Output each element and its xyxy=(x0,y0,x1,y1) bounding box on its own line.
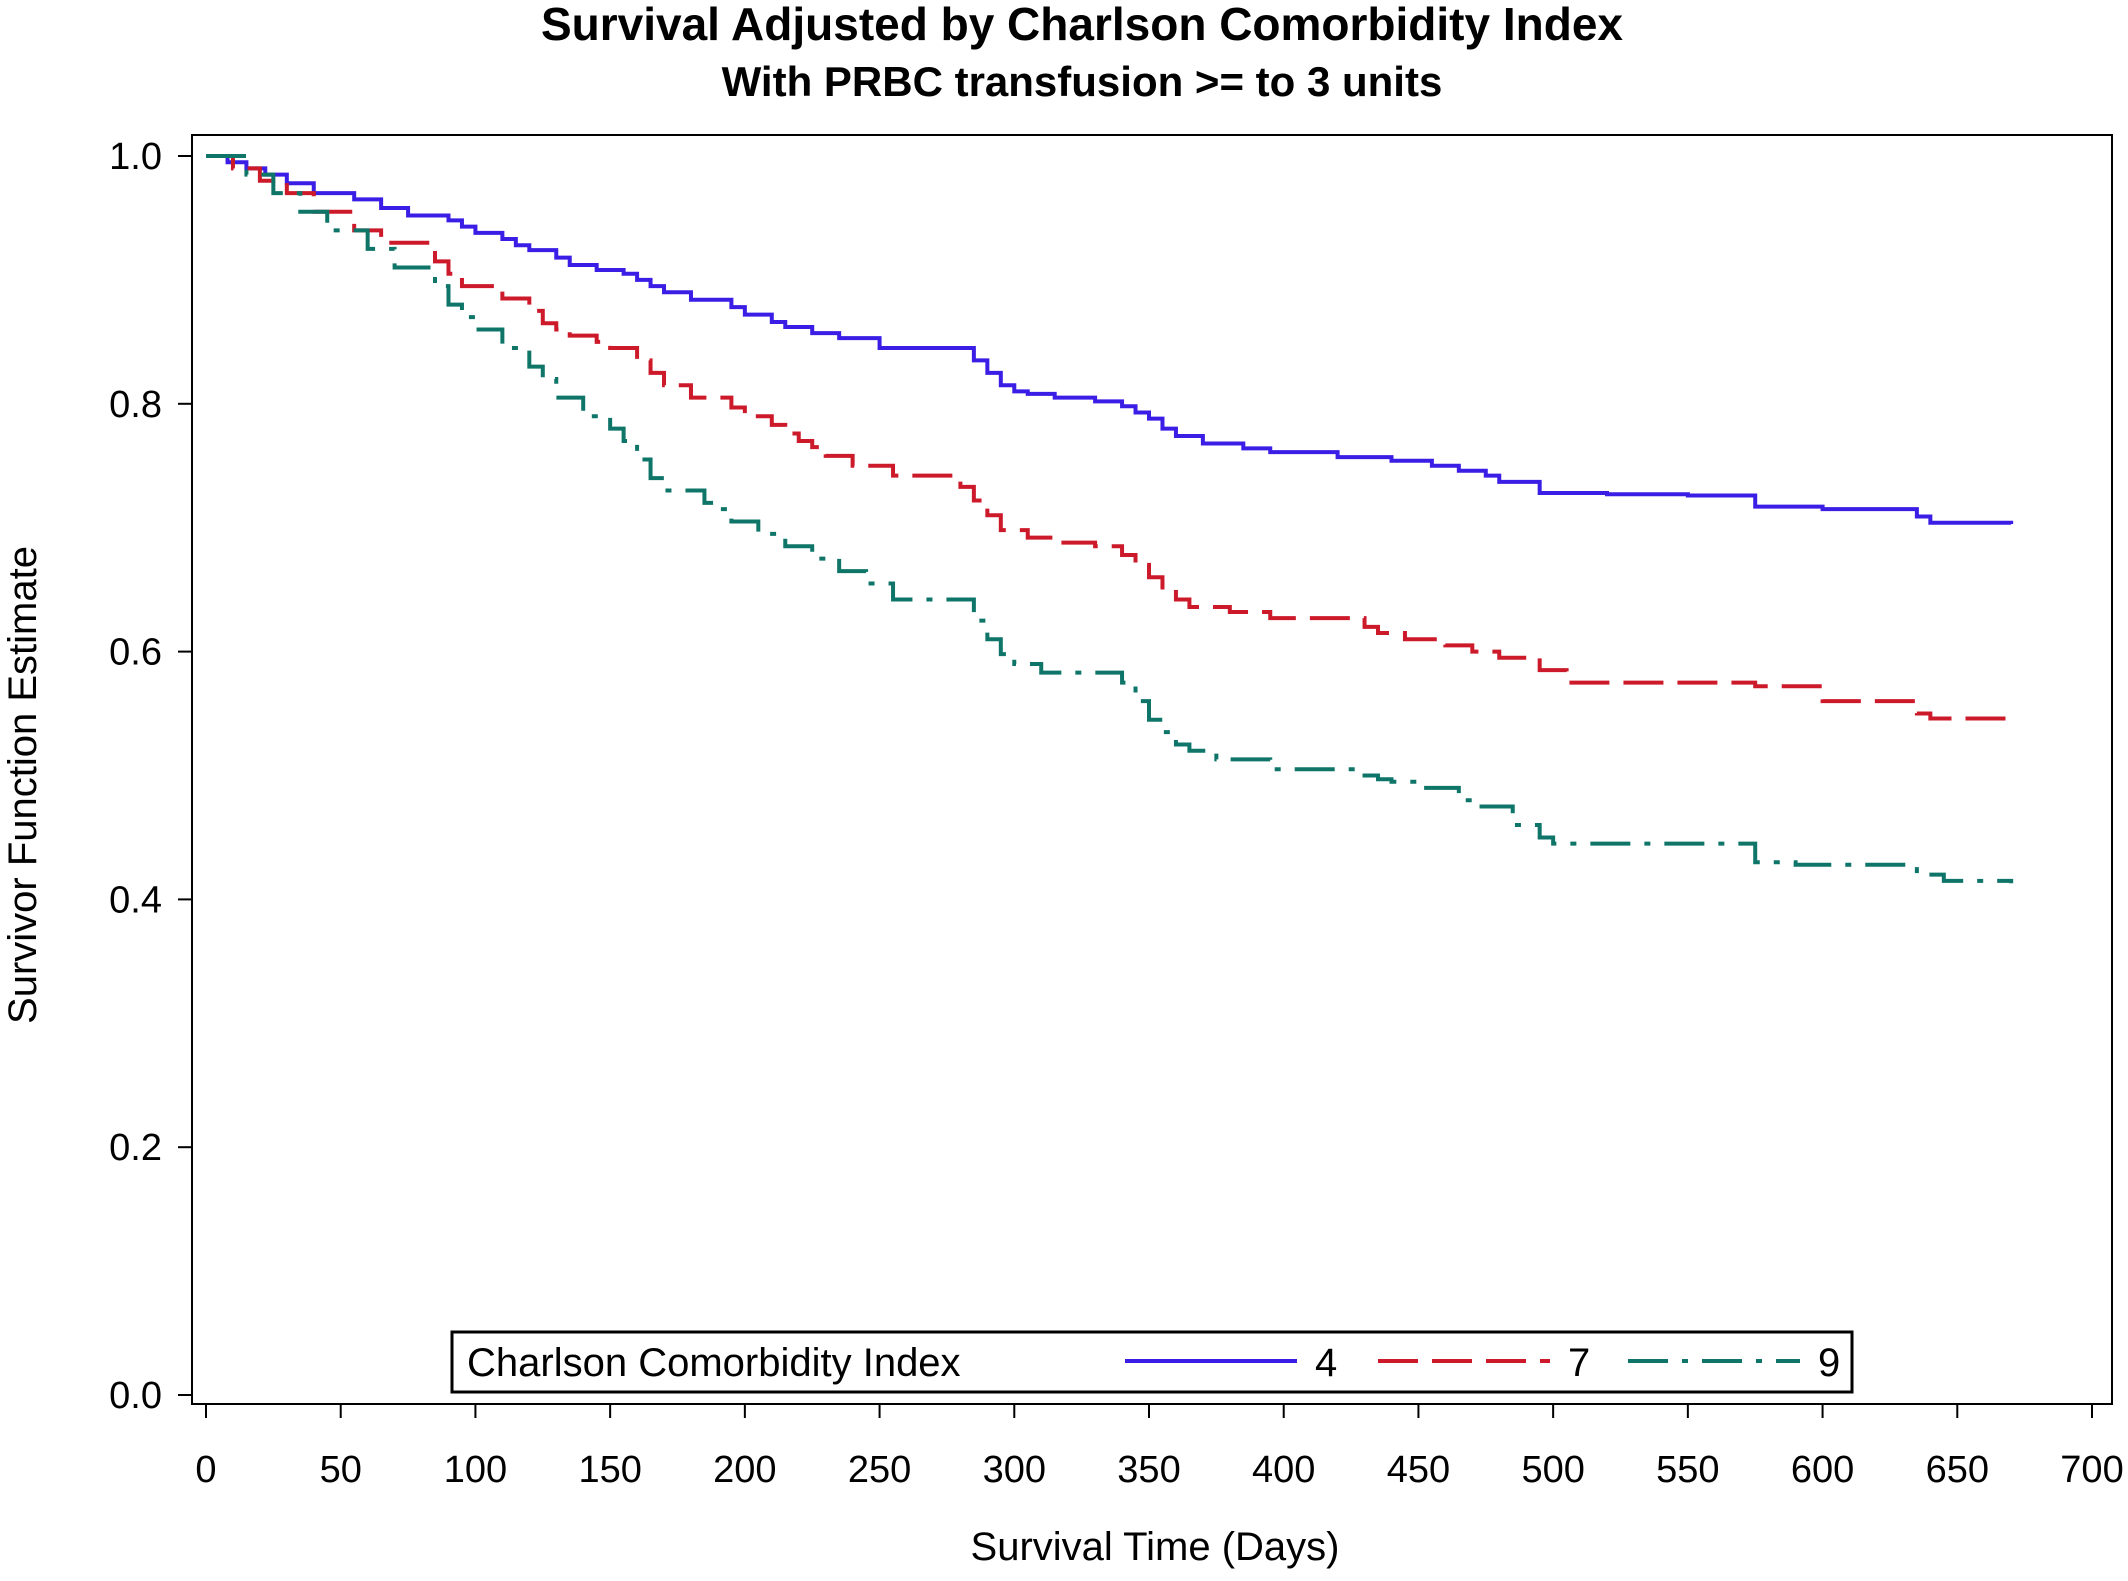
series-line-9 xyxy=(206,154,2014,884)
legend-label-4: 4 xyxy=(1315,1341,1337,1385)
series-line-7 xyxy=(206,154,2014,723)
x-axis-label: Survival Time (Days) xyxy=(971,1525,1340,1569)
legend-entries: 4 7 9 xyxy=(1125,1341,1840,1385)
chart-title: Survival Adjusted by Charlson Comorbidit… xyxy=(541,0,1623,50)
series-layer xyxy=(206,154,2014,884)
x-tick-label: 50 xyxy=(320,1449,362,1491)
plot-area-frame xyxy=(191,134,2113,1405)
y-tick-label: 0.6 xyxy=(109,632,162,674)
y-tick-label: 0.4 xyxy=(109,879,162,921)
x-tick-label: 400 xyxy=(1252,1449,1315,1491)
y-tick-label: 0.2 xyxy=(109,1127,162,1169)
x-tick-label: 150 xyxy=(578,1449,641,1491)
x-tick-label: 100 xyxy=(444,1449,507,1491)
x-tick-label: 550 xyxy=(1656,1449,1719,1491)
x-tick-label: 450 xyxy=(1387,1449,1450,1491)
x-tick-label: 350 xyxy=(1117,1449,1180,1491)
y-axis-ticks: 0.0 0.2 0.4 0.6 0.8 1.0 xyxy=(109,136,192,1417)
legend-label-9: 9 xyxy=(1818,1341,1840,1385)
legend-box xyxy=(450,1330,1854,1394)
y-tick-label: 1.0 xyxy=(109,136,162,178)
x-tick-label: 600 xyxy=(1791,1449,1854,1491)
x-axis-ticks: 0 50 100 150 200 250 300 350 400 450 500 550 600 650 7… xyxy=(195,1404,2124,1491)
x-tick-label: 700 xyxy=(2060,1449,2123,1491)
legend-label-7: 7 xyxy=(1568,1341,1590,1385)
legend: Charlson Comorbidity Index 4 7 9 xyxy=(450,1330,1854,1394)
y-tick-label: 0.0 xyxy=(109,1375,162,1417)
series-line-4 xyxy=(206,154,2014,525)
legend-title: Charlson Comorbidity Index xyxy=(467,1341,961,1385)
x-tick-label: 650 xyxy=(1926,1449,1989,1491)
y-axis-label: Survivor Function Estimate xyxy=(1,546,45,1024)
x-tick-label: 500 xyxy=(1521,1449,1584,1491)
x-tick-label: 300 xyxy=(983,1449,1046,1491)
x-tick-label: 200 xyxy=(713,1449,776,1491)
chart-subtitle: With PRBC transfusion >= to 3 units xyxy=(722,58,1443,105)
y-tick-label: 0.8 xyxy=(109,384,162,426)
x-tick-label: 0 xyxy=(195,1449,216,1491)
x-tick-label: 250 xyxy=(848,1449,911,1491)
